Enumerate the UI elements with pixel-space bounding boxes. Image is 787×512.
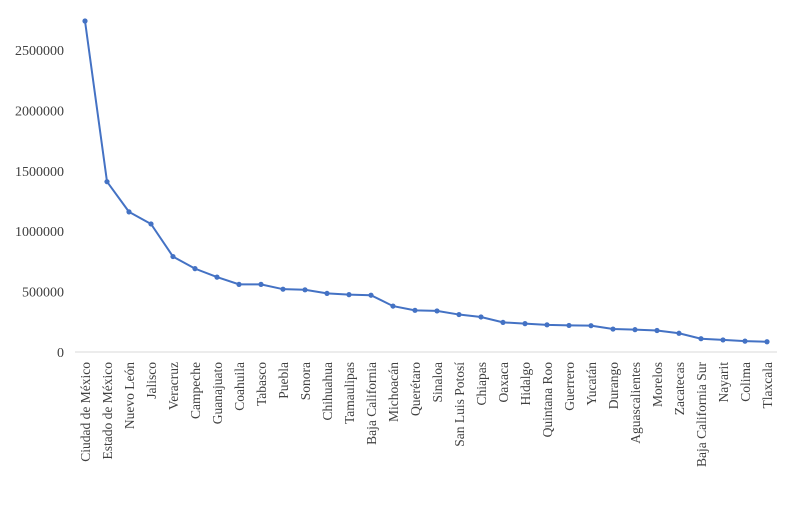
data-point <box>764 339 770 345</box>
data-point <box>368 292 374 298</box>
data-point <box>214 274 220 280</box>
x-tick-label: Ciudad de México <box>78 362 93 462</box>
x-tick-label: Baja California Sur <box>694 362 709 467</box>
x-tick-label: San Luis Potosí <box>452 362 467 447</box>
x-tick-label: Tlaxcala <box>760 362 775 408</box>
y-tick-label: 2000000 <box>15 104 64 119</box>
data-point <box>720 337 726 343</box>
data-point <box>456 311 462 318</box>
data-point <box>522 321 528 327</box>
x-tick-label: Zacatecas <box>672 362 687 415</box>
x-axis: Ciudad de México Estado de México Nuevo Le… <box>75 351 777 467</box>
x-tick-label: Yucatán <box>584 362 599 406</box>
data-point <box>566 322 572 329</box>
y-tick-label: 0 <box>57 346 64 361</box>
x-tick-label: Morelos <box>650 362 665 407</box>
x-tick-label: Tabasco <box>254 362 269 406</box>
data-point <box>742 338 748 344</box>
y-axis: 0 500000 1000000 1500000 2000000 2500000 <box>15 44 64 361</box>
y-tick-label: 1000000 <box>15 225 64 240</box>
data-point <box>148 221 154 227</box>
data-point <box>412 307 418 313</box>
points <box>82 18 770 345</box>
data-point <box>82 18 88 24</box>
x-tick-label: Sinaloa <box>430 362 445 403</box>
x-tick-label: Veracruz <box>166 362 181 410</box>
data-point <box>302 287 308 293</box>
x-tick-label: Guerrero <box>562 362 577 411</box>
data-point <box>280 286 286 292</box>
data-point <box>588 323 594 329</box>
x-tick-label: Quintana Roo <box>540 362 555 438</box>
y-tick-label: 2500000 <box>15 44 64 59</box>
x-tick-label: Nayarit <box>716 362 731 403</box>
x-tick-label: Colima <box>738 362 753 402</box>
x-tick-label: Querétaro <box>408 362 423 416</box>
data-point <box>126 209 132 215</box>
data-point <box>170 253 176 260</box>
x-tick-label: Estado de México <box>100 362 115 460</box>
data-point <box>434 308 440 314</box>
data-point <box>236 281 242 287</box>
x-tick-label: Aguascalientes <box>628 362 643 444</box>
x-tick-label: Chihuahua <box>320 362 335 421</box>
x-tick-label: Nuevo León <box>122 362 137 429</box>
x-tick-label: Michoacán <box>386 362 401 422</box>
data-point <box>632 327 638 333</box>
x-tick-label: Sonora <box>298 362 313 400</box>
x-tick-label: Oaxaca <box>496 362 511 402</box>
x-tick-label: Jalisco <box>144 362 159 399</box>
data-point <box>676 330 682 336</box>
data-point <box>346 292 352 298</box>
y-tick-label: 1500000 <box>15 165 64 180</box>
data-point <box>610 326 616 332</box>
x-tick-label: Durango <box>606 362 621 409</box>
x-tick-label: Baja California <box>364 362 379 445</box>
x-tick-label: Chiapas <box>474 362 489 406</box>
x-tick-label: Guanajuato <box>210 362 225 424</box>
data-point <box>104 179 110 185</box>
data-point <box>324 290 330 297</box>
series-line <box>84 20 768 343</box>
data-point <box>258 281 264 287</box>
data-point <box>698 336 704 342</box>
series <box>84 20 768 343</box>
x-tick-label: Coahuila <box>232 362 247 411</box>
x-tick-label: Tamaulipas <box>342 362 357 424</box>
x-tick-label: Hidalgo <box>518 362 533 406</box>
data-point <box>500 319 506 326</box>
data-point <box>478 314 484 320</box>
y-tick-label: 500000 <box>22 286 64 301</box>
data-point <box>544 322 550 328</box>
data-point <box>192 266 198 272</box>
data-point <box>654 327 660 334</box>
data-point <box>390 303 396 309</box>
x-tick-label: Puebla <box>276 362 291 399</box>
x-tick-label: Campeche <box>188 362 203 419</box>
